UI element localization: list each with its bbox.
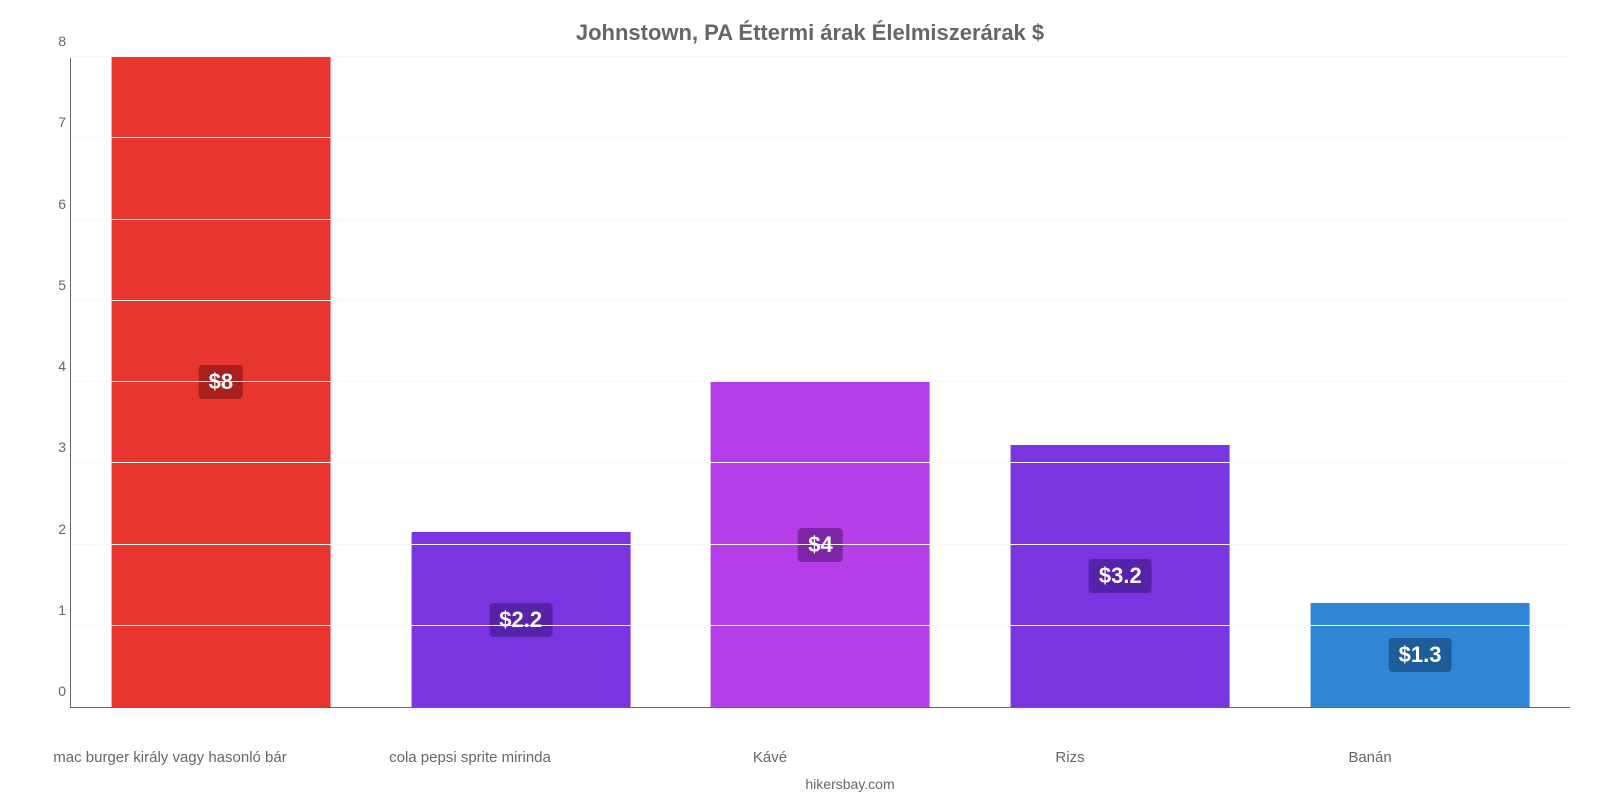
bar-value-badge: $4 xyxy=(798,528,842,562)
bar-value-badge: $2.2 xyxy=(489,603,552,637)
y-tick-label: 3 xyxy=(46,439,66,455)
bar-value-badge: $8 xyxy=(199,365,243,399)
x-axis-label: Rizs xyxy=(920,741,1220,766)
y-tick-label: 5 xyxy=(46,277,66,293)
bar-slot: $2.2 xyxy=(371,58,671,707)
gridline xyxy=(71,137,1570,138)
x-axis-label: cola pepsi sprite mirinda xyxy=(320,741,620,766)
y-tick-label: 0 xyxy=(46,683,66,699)
y-tick-label: 8 xyxy=(46,33,66,49)
chart-title: Johnstown, PA Éttermi árak Élelmiszerára… xyxy=(50,20,1570,46)
gridline xyxy=(71,56,1570,57)
y-tick-label: 6 xyxy=(46,196,66,212)
bars-group: $8 $2.2 $4 $3.2 $1.3 xyxy=(71,58,1570,707)
gridline xyxy=(71,219,1570,220)
x-axis-label: mac burger király vagy hasonló bár xyxy=(20,741,320,766)
plot-area: $8$2.2$4$3.2$1.3 012345678 xyxy=(70,58,1570,708)
y-tick-label: 4 xyxy=(46,358,66,374)
chart-container: Johnstown, PA Éttermi árak Élelmiszerára… xyxy=(0,0,1600,800)
y-tick-label: 2 xyxy=(46,521,66,537)
bar-slot: $3.2 xyxy=(970,58,1270,707)
bar-slot: $1.3 xyxy=(1270,58,1570,707)
x-axis-label: Banán xyxy=(1220,741,1520,766)
gridline xyxy=(71,300,1570,301)
bar-value-badge: $1.3 xyxy=(1389,638,1452,672)
gridline xyxy=(71,625,1570,626)
gridline xyxy=(71,544,1570,545)
y-tick-label: 7 xyxy=(46,114,66,130)
bar-slot: $8 xyxy=(71,58,371,707)
x-axis-label: Kávé xyxy=(620,741,920,766)
y-tick-label: 1 xyxy=(46,602,66,618)
bar-value-badge: $3.2 xyxy=(1089,559,1152,593)
gridline xyxy=(71,462,1570,463)
bar-slot: $4 xyxy=(671,58,971,707)
x-axis: mac burger király vagy hasonló bárcola p… xyxy=(20,741,1520,766)
chart-source: hikersbay.com xyxy=(50,776,1600,792)
gridline xyxy=(71,381,1570,382)
